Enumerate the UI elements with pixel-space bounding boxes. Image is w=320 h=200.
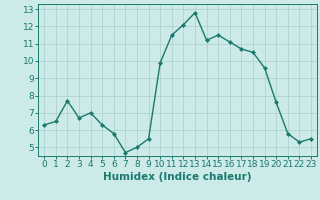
X-axis label: Humidex (Indice chaleur): Humidex (Indice chaleur) (103, 172, 252, 182)
